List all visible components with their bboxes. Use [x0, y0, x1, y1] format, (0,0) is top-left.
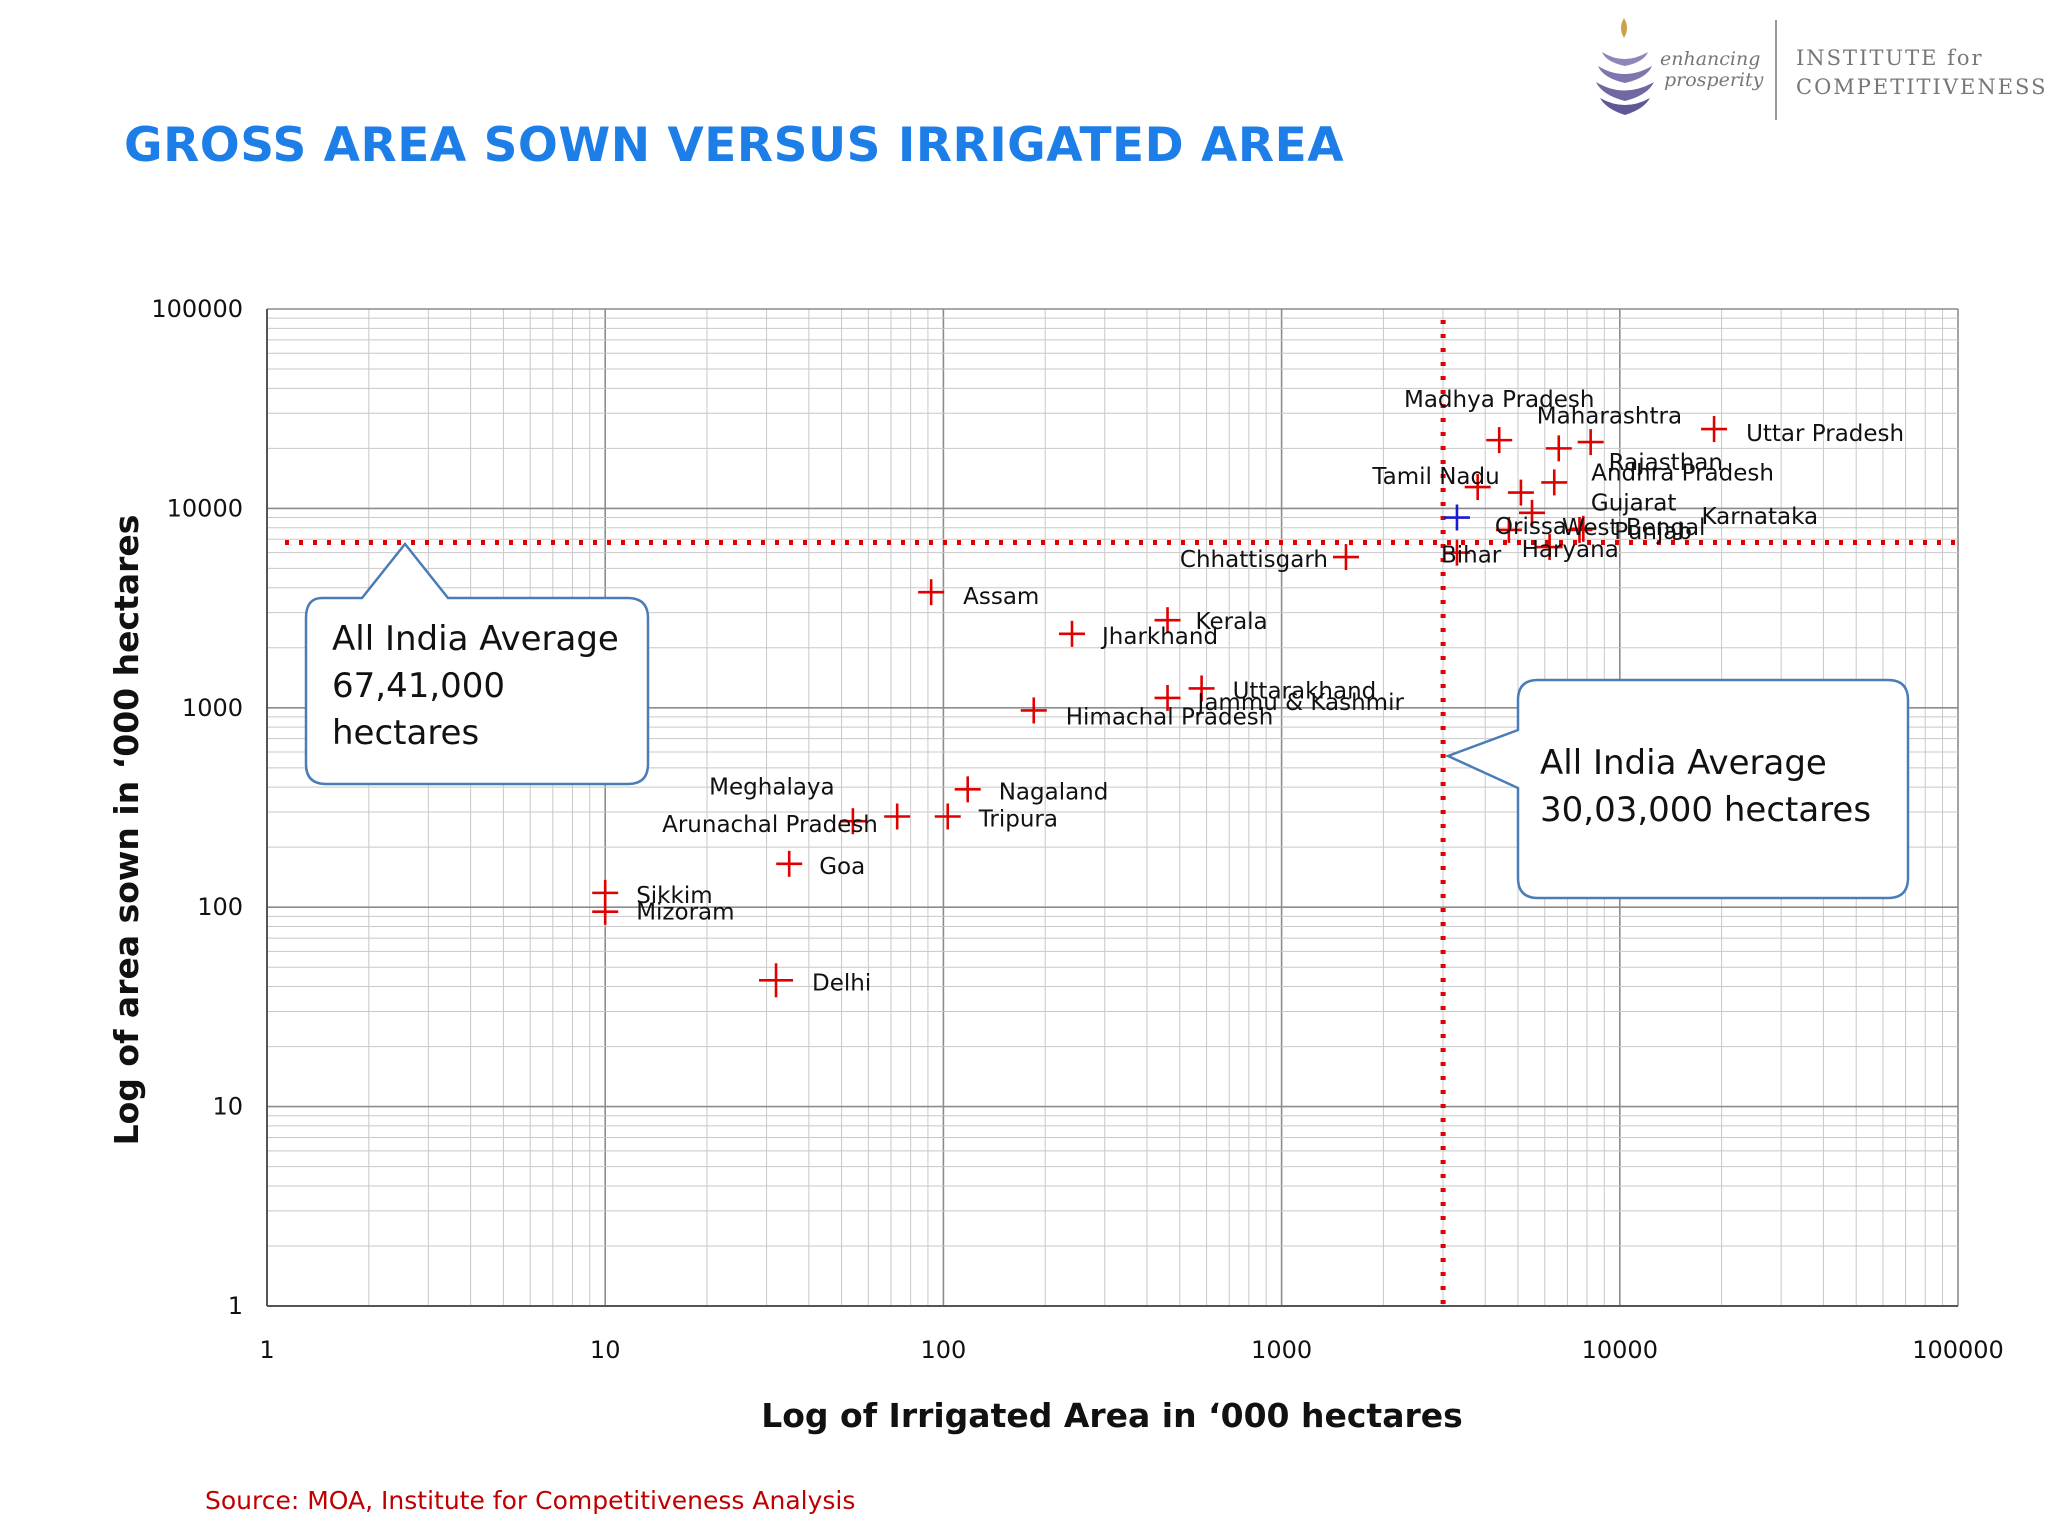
data-point-mizoram [592, 898, 619, 925]
source-note: Source: MOA, Institute for Competitivene… [205, 1486, 856, 1515]
tick-labels: 1 10 100 1000 10000 100000 1 10 100 1000 10000 1000… [151, 295, 2003, 1364]
data-point-delhi [759, 963, 794, 998]
grid-lines [266, 308, 1959, 1307]
point-label: Gujarat [1591, 491, 1676, 517]
logo-org-line-1: INSTITUTE for [1796, 46, 1984, 70]
data-point-punjab [1570, 515, 1597, 542]
point-label: Haryana [1522, 537, 1619, 563]
data-point-kerala [1154, 607, 1181, 634]
point-label: Jharkhand [1100, 624, 1218, 650]
area-sown-callout-text: All India Average [332, 619, 619, 659]
data-point-orissa [1495, 516, 1522, 543]
point-label: Tripura [978, 807, 1058, 833]
point-label: Mizoram [636, 900, 734, 926]
data-point-maharashtra [1545, 435, 1572, 462]
point-label: Bihar [1441, 543, 1502, 569]
data-point-haryana [1536, 534, 1563, 561]
callouts: All India Average 67,41,000 hectares All In… [304, 541, 1910, 900]
point-label: Rajasthan [1609, 450, 1723, 476]
irrigated-average-callout [1444, 678, 1910, 900]
page-title: GROSS AREA SOWN VERSUS IRRIGATED AREA [124, 118, 1345, 173]
y-tick-label: 1000 [182, 694, 243, 722]
data-point-goa [776, 850, 803, 877]
wheat-emblem-icon [1596, 18, 1654, 115]
x-tick-label: 100 [920, 1336, 966, 1364]
point-label: Punjab [1614, 519, 1692, 545]
y-tick-label: 100 [197, 893, 243, 921]
data-points [592, 416, 1728, 998]
y-tick-label: 10 [212, 1093, 243, 1121]
data-point-tripura [934, 803, 961, 830]
point-label: Chhattisgarh [1180, 547, 1328, 573]
data-point-rajasthan [1577, 429, 1604, 456]
data-point-west-bengal [1518, 499, 1545, 526]
irrigated-callout-text: 30,03,000 hectares [1540, 790, 1871, 830]
point-label: Arunachal Pradesh [662, 812, 878, 838]
area-sown-average-callout [304, 541, 650, 786]
x-tick-label: 1 [259, 1336, 274, 1364]
data-point-uttarakhand [1188, 675, 1215, 702]
point-label: Madhya Pradesh [1404, 387, 1594, 413]
point-label: Delhi [812, 970, 871, 996]
point-label: Tamil Nadu [1371, 464, 1499, 490]
area-sown-callout-text: hectares [332, 713, 479, 753]
x-axis-title: Log of Irrigated Area in ‘000 hectares [761, 1396, 1463, 1435]
point-label: Uttarakhand [1233, 678, 1377, 704]
point-label: Jammu & Kashmir [1196, 690, 1405, 716]
data-point-chhattisgarh [1332, 544, 1359, 571]
institute-logo: enhancing prosperity INSTITUTE for COMPE… [1560, 10, 2048, 130]
data-point-arunachal-pradesh [839, 808, 866, 835]
point-label: Kerala [1196, 609, 1268, 635]
data-point-uttar-pradesh [1701, 416, 1728, 443]
x-tick-label: 1000 [1251, 1336, 1312, 1364]
x-tick-label: 100000 [1912, 1336, 2004, 1364]
logo-tagline-2: prosperity [1664, 69, 1764, 91]
average-lines [285, 320, 1958, 1306]
point-label: Meghalaya [709, 775, 834, 801]
x-tick-label: 10000 [1582, 1336, 1658, 1364]
point-label: West Bengal [1562, 515, 1705, 541]
point-label: Andhra Pradesh [1591, 460, 1774, 486]
logo-tagline-1: enhancing [1660, 48, 1760, 70]
point-label: Assam [963, 584, 1039, 610]
data-point-jharkhand [1058, 620, 1085, 647]
irrigated-callout-text: All India Average [1540, 743, 1827, 783]
data-point-assam [918, 579, 945, 606]
x-tick-label: 10 [590, 1336, 621, 1364]
point-label: Maharashtra [1537, 403, 1682, 429]
axes [266, 309, 1958, 1307]
point-label: Himachal Pradesh [1066, 704, 1274, 730]
y-tick-label: 1 [228, 1292, 243, 1320]
logo-org-line-2: COMPETITIVENESS [1796, 75, 2047, 99]
y-axis-title: Log of area sown in ‘000 hectares [107, 515, 146, 1146]
point-label: Goa [819, 854, 865, 880]
point-label: Uttar Pradesh [1746, 421, 1904, 447]
all-india-point [1443, 504, 1470, 531]
point-label: Orissa [1495, 514, 1567, 540]
data-point-meghalaya [884, 803, 911, 830]
area-sown-callout-text: 67,41,000 [332, 666, 505, 706]
data-point-madhya-pradesh [1486, 427, 1513, 454]
point-label: Karnataka [1701, 504, 1818, 530]
logo-graphic: enhancing prosperity INSTITUTE for COMPE… [1596, 18, 2047, 120]
y-tick-label: 100000 [151, 295, 243, 323]
point-label: Nagaland [999, 779, 1109, 805]
point-label: Sikkim [636, 883, 712, 909]
data-point-himachal-pradesh [1020, 697, 1047, 724]
data-point-gujarat [1507, 479, 1534, 506]
data-point-nagaland [954, 776, 981, 803]
data-point-bihar [1443, 539, 1470, 566]
y-tick-label: 10000 [167, 494, 243, 522]
data-point-jammu-kashmir [1154, 684, 1181, 711]
data-point-andhra-pradesh [1541, 469, 1568, 496]
data-point-tamil-nadu [1464, 474, 1491, 501]
